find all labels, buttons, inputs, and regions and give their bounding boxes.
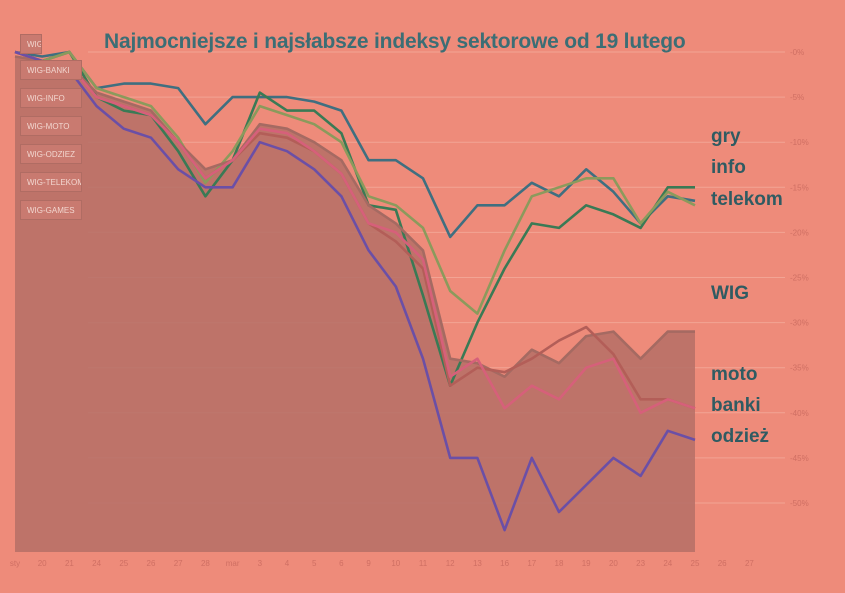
y-tick-label: -40% (790, 409, 809, 418)
x-tick-label: 26 (147, 559, 156, 568)
line-WIG (14, 55, 695, 379)
x-tick-label: 27 (174, 559, 183, 568)
series-label-telekom: telekom (711, 189, 783, 210)
y-tick-labels: -0% -5% -10% -15% -20% -25% -30% -35% -40% -45% -5… (790, 48, 809, 508)
y-tick-label: -45% (790, 454, 809, 463)
line-gry (14, 50, 696, 239)
x-tick-label: 26 (718, 559, 727, 568)
y-tick-label: -30% (790, 319, 809, 328)
x-tick-label: sty (10, 559, 20, 568)
legend-item-wig-info[interactable]: WIG-INFO (20, 88, 82, 108)
line-banki (14, 50, 696, 415)
legend-item-wig-games[interactable]: WIG-GAMES (20, 200, 82, 220)
x-tick-label: 10 (391, 559, 400, 568)
series-label-gry: gry (711, 126, 741, 147)
line-layer (14, 50, 696, 532)
x-tick-label: 27 (745, 559, 754, 568)
x-tick-label: 23 (636, 559, 645, 568)
legend-item-wig-moto[interactable]: WIG-MOTO (20, 116, 82, 136)
y-tick-label: -5% (790, 93, 804, 102)
x-tick-label: 3 (258, 559, 263, 568)
x-tick-labels: sty 20 21 24 25 26 27 28 mar 3 4 5 6 9 10 11 12 13 16 17 18 1… (10, 559, 755, 568)
x-tick-label: 9 (366, 559, 371, 568)
legend-item-wig[interactable]: WIG (20, 34, 42, 54)
fill-layer (15, 56, 695, 552)
x-tick-label: 12 (446, 559, 455, 568)
y-tick-label: -0% (790, 48, 804, 57)
x-tick-label: 25 (119, 559, 128, 568)
area-wig (15, 56, 695, 552)
x-tick-label: 16 (500, 559, 509, 568)
x-tick-label: 25 (691, 559, 700, 568)
line-telekom (14, 50, 696, 315)
x-tick-label: 20 (609, 559, 618, 568)
x-tick-label: 19 (582, 559, 591, 568)
y-tick-label: -25% (790, 274, 809, 283)
x-tick-label: 17 (527, 559, 536, 568)
legend-item-wig-telekom[interactable]: WIG-TELEKOM (20, 172, 82, 192)
x-tick-label: 24 (663, 559, 672, 568)
y-tick-label: -50% (790, 499, 809, 508)
x-tick-label: 21 (65, 559, 74, 568)
x-tick-label: 11 (419, 559, 428, 568)
x-tick-label: mar (226, 559, 240, 568)
series-label-moto: moto (711, 364, 758, 385)
x-tick-label: 5 (312, 559, 317, 568)
series-label-banki: banki (711, 395, 761, 416)
line-odzież (14, 50, 696, 532)
x-tick-label: 28 (201, 559, 210, 568)
legend-item-wig-banki[interactable]: WIG-BANKI (20, 60, 82, 80)
y-tick-label: -10% (790, 138, 809, 147)
x-tick-label: 4 (285, 559, 290, 568)
x-tick-label: 13 (473, 559, 482, 568)
series-label-wig: WIG (711, 283, 749, 304)
x-tick-label: 6 (339, 559, 344, 568)
y-tick-label: -35% (790, 364, 809, 373)
y-tick-label: -15% (790, 183, 809, 192)
x-tick-label: 24 (92, 559, 101, 568)
series-label-info: info (711, 157, 746, 178)
y-tick-label: -20% (790, 228, 809, 237)
x-tick-label: 18 (555, 559, 564, 568)
x-tick-label: 20 (38, 559, 47, 568)
series-label-odziez: odzież (711, 426, 770, 447)
chart-title: Najmocniejsze i najsłabsze indeksy sekto… (104, 30, 686, 53)
legend-item-wig-odziez[interactable]: WIG-ODZIEZ (20, 144, 82, 164)
